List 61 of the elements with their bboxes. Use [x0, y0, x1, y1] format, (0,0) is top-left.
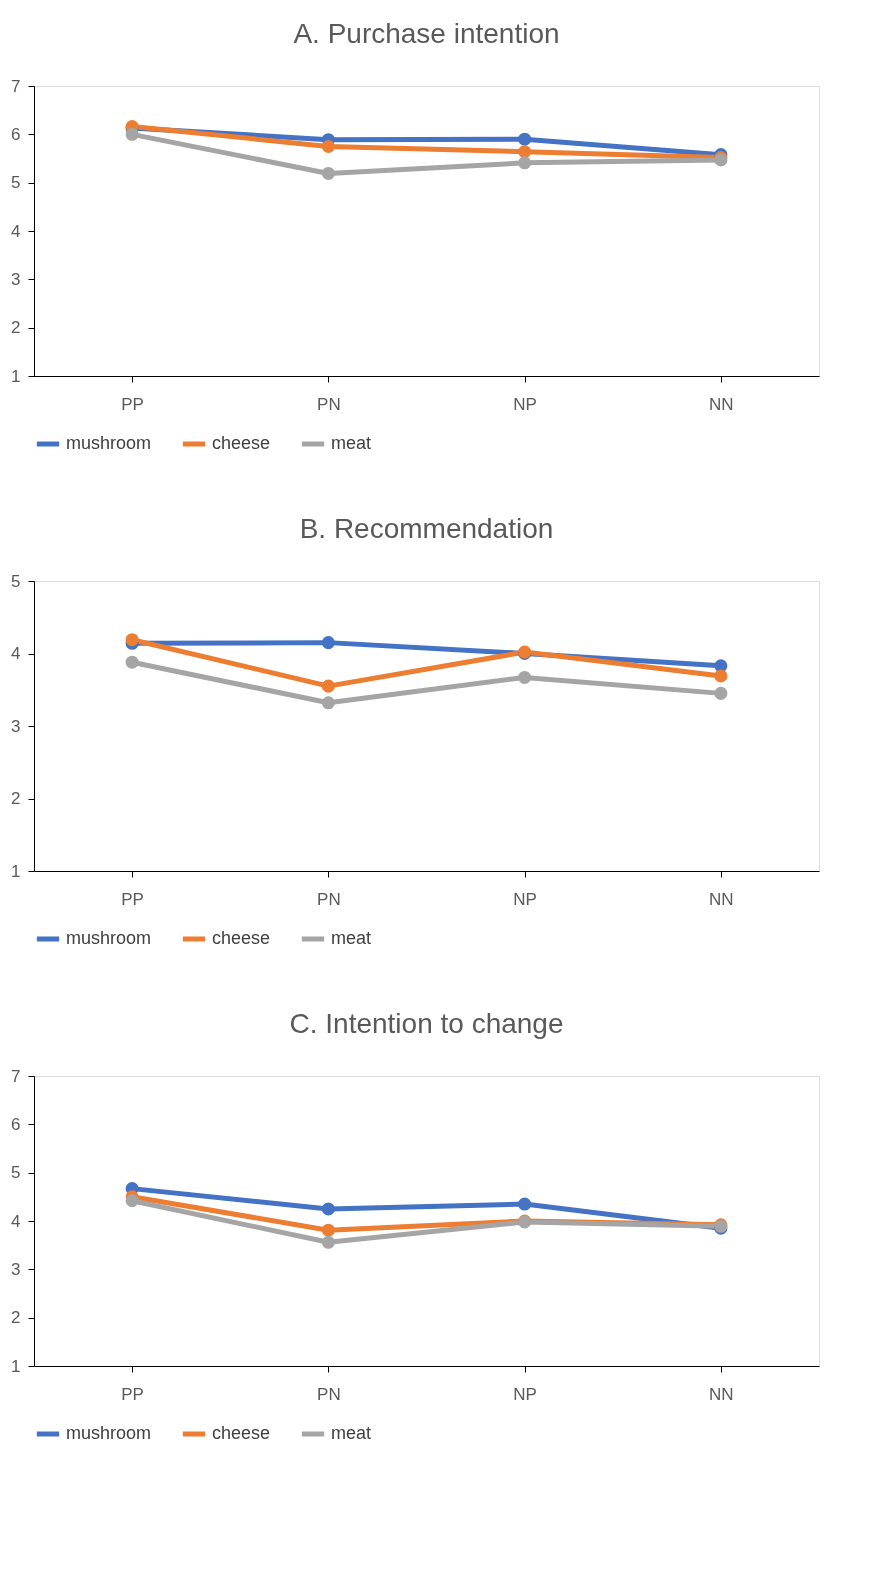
x-tick-label: PN: [317, 394, 341, 414]
point: [518, 156, 532, 170]
point: [714, 669, 728, 683]
y-tick-label: 7: [11, 1066, 21, 1086]
point: [321, 1235, 335, 1249]
legend-label: cheese: [212, 1423, 271, 1443]
x-tick-label: NN: [709, 394, 734, 414]
y-tick-label: 6: [11, 124, 21, 144]
point: [518, 132, 532, 146]
point: [518, 670, 532, 684]
legend-label: cheese: [212, 928, 271, 948]
y-tick-label: 4: [11, 1211, 21, 1231]
y-tick-label: 3: [11, 716, 21, 736]
x-tick-label: NP: [513, 1384, 537, 1404]
point: [125, 127, 139, 141]
point: [321, 636, 335, 650]
y-tick-label: 5: [11, 1163, 21, 1183]
x-tick-label: PN: [317, 1384, 341, 1404]
chart-title: C. Intention to change: [289, 1008, 564, 1039]
y-tick-label: 1: [11, 366, 21, 386]
point: [321, 166, 335, 180]
y-tick-label: 1: [11, 1356, 21, 1376]
y-tick-label: 4: [11, 221, 21, 241]
x-tick-label: PN: [317, 889, 341, 909]
x-tick-label: NP: [513, 889, 537, 909]
x-tick-label: NN: [709, 889, 734, 909]
y-tick-label: 4: [11, 644, 21, 663]
y-tick-label: 1: [11, 861, 21, 881]
y-tick-label: 5: [11, 173, 21, 193]
legend-label: meat: [331, 1423, 372, 1443]
point: [321, 1202, 335, 1216]
x-tick-label: NN: [709, 1384, 734, 1404]
legend-label: mushroom: [66, 1423, 152, 1443]
x-tick-label: PP: [121, 889, 144, 909]
point: [321, 139, 335, 153]
point: [518, 1197, 532, 1211]
chart-title: A. Purchase intention: [293, 18, 560, 49]
y-tick-label: 5: [11, 571, 21, 591]
x-tick-label: PP: [121, 1384, 144, 1404]
x-tick-label: NP: [513, 394, 537, 414]
y-tick-label: 7: [11, 76, 21, 96]
legend-label: meat: [331, 928, 372, 948]
legend-label: meat: [331, 433, 372, 453]
y-tick-label: 3: [11, 1259, 21, 1279]
point: [321, 679, 335, 693]
point: [321, 1223, 335, 1237]
chart-title: B. Recommendation: [299, 513, 554, 544]
point: [125, 655, 139, 669]
legend-label: cheese: [212, 433, 271, 453]
point: [518, 145, 532, 159]
y-tick-label: 6: [11, 1114, 21, 1134]
point: [125, 1194, 139, 1208]
y-tick-label: 3: [11, 269, 21, 289]
legend-label: mushroom: [66, 433, 152, 453]
y-tick-label: 2: [11, 789, 21, 808]
legend-label: mushroom: [66, 928, 152, 948]
y-tick-label: 2: [11, 1308, 21, 1328]
x-tick-label: PP: [121, 394, 144, 414]
point: [321, 696, 335, 710]
y-tick-label: 2: [11, 318, 21, 338]
point: [714, 686, 728, 700]
